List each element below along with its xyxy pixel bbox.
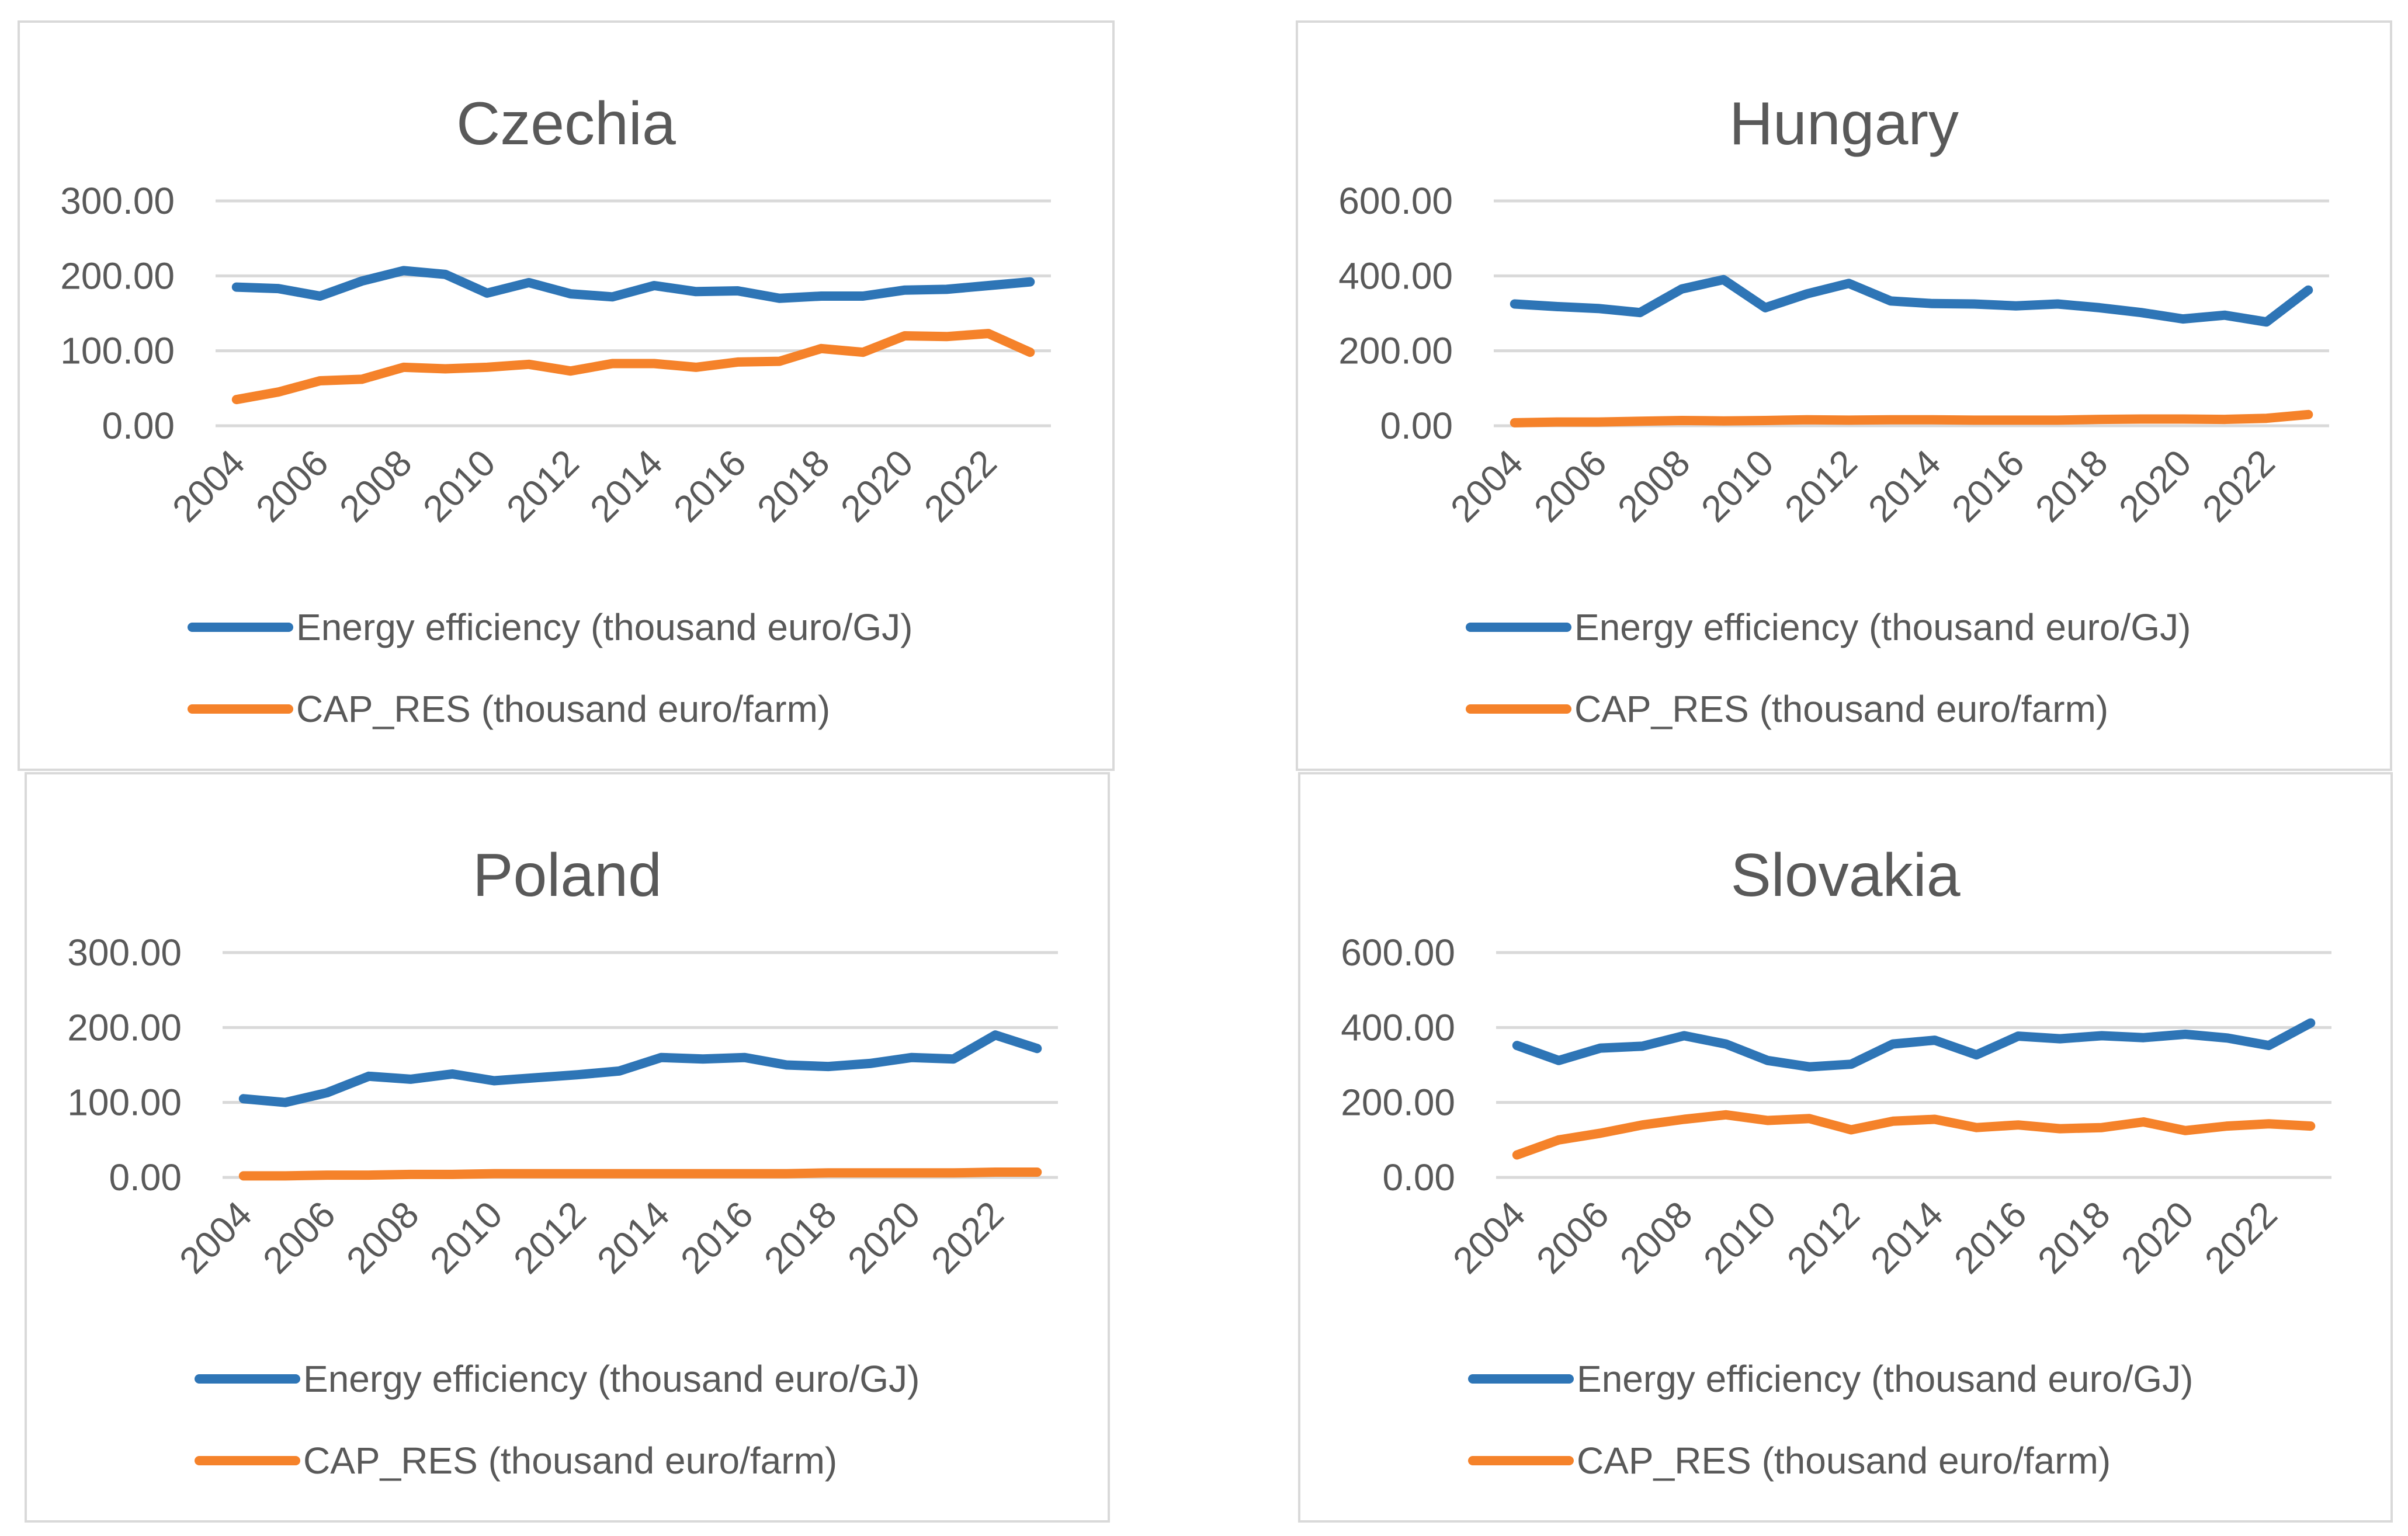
y-tick-label: 200.00 [1341,1082,1455,1124]
x-tick-label: 2008 [1609,442,1698,530]
x-tick-label: 2020 [832,442,921,530]
x-tick-label: 2004 [1442,442,1531,530]
x-tick-label: 2020 [2111,442,2199,530]
chart-title-hungary: Hungary [1729,90,1959,158]
y-tick-label: 600.00 [1341,932,1455,974]
x-tick-label: 2014 [582,442,671,530]
y-tick-label: 400.00 [1341,1006,1455,1048]
chart-panel-hungary: Hungary 0.00 200.00 400.00 600.00 2004 2006 200… [1296,20,2392,771]
legend-label: Energy efficiency (thousand euro/GJ) [296,606,912,648]
y-tick-label: 200.00 [1338,330,1453,372]
x-tick-label: 2016 [1944,442,2032,530]
x-tick-label: 2022 [916,442,1005,530]
x-tick-label: 2018 [2029,1193,2118,1282]
y-tick-label: 200.00 [67,1006,182,1048]
chart-svg-slovakia: Slovakia0.00200.00400.00600.002004200620… [1341,842,2331,1482]
x-tick-label: 2010 [1695,1193,1784,1282]
legend-label: Energy efficiency (thousand euro/GJ) [1574,606,2191,648]
legend-label: CAP_RES (thousand euro/farm) [303,1440,837,1482]
y-tick-label: 0.00 [102,405,175,447]
x-tick-label: 2010 [422,1193,511,1282]
legend-label: Energy efficiency (thousand euro/GJ) [1577,1358,2193,1400]
x-tick-label: 2012 [1779,1193,1868,1282]
chart-panel-slovakia: Slovakia 0.00 200.00 400.00 600.00 2004 2006 20… [1298,772,2393,1523]
x-tick-label: 2010 [1693,442,1782,530]
x-tick-label: 2006 [1528,1193,1617,1282]
y-tick-label: 0.00 [1382,1156,1455,1198]
x-tick-label: 2022 [2194,442,2283,530]
x-tick-label: 2010 [415,442,504,530]
x-tick-label: 2014 [589,1193,678,1282]
x-tick-label: 2008 [338,1193,427,1282]
chart-title-czechia: Czechia [456,90,676,158]
x-tick-label: 2018 [756,1193,845,1282]
x-tick-label: 2008 [1612,1193,1701,1282]
legend-label: CAP_RES (thousand euro/farm) [1574,688,2108,730]
y-tick-label: 300.00 [67,932,182,974]
series-line-energy-efficiency [1512,1018,2316,1072]
chart-title-poland: Poland [473,842,662,909]
x-tick-label: 2004 [1445,1193,1533,1282]
y-tick-label: 300.00 [60,180,175,222]
series-line-energy-efficiency [231,266,1035,303]
chart-svg-poland: Poland 0.00 100.00 200.00 300.00 200420062008… [67,842,1058,1482]
y-tick-label: 100.00 [60,330,175,372]
chart-svg-czechia: Czechia 0.00 100.00 200.00 300.00 20042006200… [60,90,1051,730]
x-tick-label: 2018 [749,442,838,530]
legend-label: Energy efficiency (thousand euro/GJ) [303,1358,920,1400]
x-tick-label: 2020 [839,1193,928,1282]
x-tick-label: 2018 [2027,442,2116,530]
series-line-cap-res [231,329,1035,405]
x-tick-label: 2016 [1946,1193,2035,1282]
x-tick-label: 2012 [498,442,587,530]
chart-title-slovakia: Slovakia [1730,842,1960,909]
x-tick-label: 2012 [1776,442,1865,530]
x-tick-label: 2022 [2197,1193,2285,1282]
legend-label: CAP_RES (thousand euro/farm) [1577,1440,2111,1482]
x-tick-label: 2006 [248,442,336,530]
x-tick-label: 2004 [164,442,253,530]
x-tick-label: 2012 [505,1193,594,1282]
x-tick-label: 2006 [255,1193,343,1282]
chart-svg-hungary: Hungary 0.00 200.00 400.00 600.00 20042006200… [1338,90,2329,730]
series-line-cap-res [1512,1110,2316,1160]
chart-panel-czechia: Czechia 0.00 100.00 200.00 300.00 2004 2006 200… [18,20,1115,771]
x-tick-label: 2008 [331,442,420,530]
x-tick-label: 2022 [923,1193,1012,1282]
x-tick-label: 2020 [2113,1193,2202,1282]
y-tick-label: 400.00 [1338,255,1453,297]
series-line-cap-res [238,1167,1042,1181]
series-line-energy-efficiency [238,1030,1042,1107]
y-tick-label: 600.00 [1338,180,1453,222]
x-tick-label: 2016 [665,442,754,530]
x-tick-label: 2006 [1526,442,1615,530]
x-tick-label: 2004 [171,1193,260,1282]
y-tick-label: 200.00 [60,255,175,297]
chart-panel-poland: Poland 0.00 100.00 200.00 300.00 2004 2006 2008… [25,772,1110,1523]
legend-label: CAP_RES (thousand euro/farm) [296,688,830,730]
series-line-cap-res [1510,409,2313,428]
x-tick-label: 2014 [1862,1193,1951,1282]
y-tick-label: 0.00 [109,1156,182,1198]
y-tick-label: 100.00 [67,1082,182,1124]
series-line-energy-efficiency [1510,274,2313,327]
y-tick-label: 0.00 [1380,405,1453,447]
x-tick-label: 2014 [1860,442,1949,530]
x-tick-label: 2016 [672,1193,761,1282]
